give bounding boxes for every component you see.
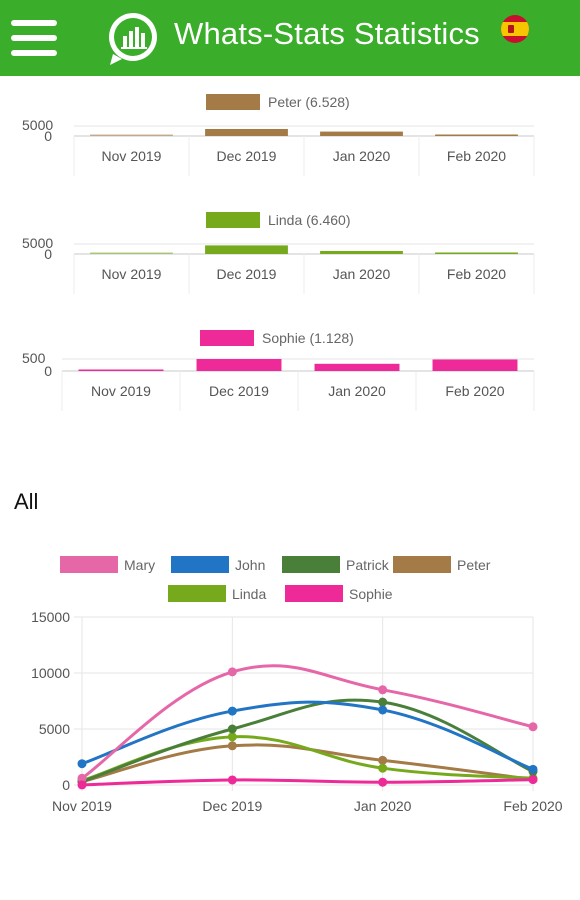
- bar-linda-feb-2020: [435, 252, 518, 254]
- point-sophie-nov-2019[interactable]: [77, 780, 87, 790]
- x-tick-label: Jan 2020: [333, 266, 391, 282]
- x-tick-label: Dec 2019: [217, 148, 277, 164]
- y-tick-label: 5000: [39, 721, 70, 737]
- legend-label-patrick[interactable]: Patrick: [346, 557, 390, 573]
- x-tick-label: Nov 2019: [91, 383, 151, 399]
- x-tick-label: Dec 2019: [202, 798, 262, 814]
- peter-legend-label: Peter (6.528): [268, 94, 350, 110]
- legend-swatch-sophie[interactable]: [285, 585, 343, 602]
- linda-legend-label: Linda (6.460): [268, 212, 351, 228]
- whatsapp-chart-logo-icon: [109, 13, 157, 65]
- legend-label-john[interactable]: John: [235, 557, 265, 573]
- point-patrick-jan-2020[interactable]: [378, 697, 388, 707]
- y-tick-label: 500: [22, 350, 46, 366]
- series-line-linda: [81, 735, 534, 782]
- legend-swatch-linda[interactable]: [168, 585, 226, 602]
- bar-linda-jan-2020: [320, 251, 403, 254]
- x-tick-label: Feb 2020: [447, 266, 506, 282]
- legend-label-sophie[interactable]: Sophie: [349, 586, 393, 602]
- app-bar: Whats-Stats Statistics: [0, 0, 580, 76]
- x-tick-label: Dec 2019: [209, 383, 269, 399]
- sophie-legend-label: Sophie (1.128): [262, 330, 354, 346]
- bar-peter-jan-2020: [320, 131, 403, 136]
- point-john-jan-2020[interactable]: [378, 705, 388, 715]
- series-line-john: [81, 700, 534, 771]
- y-tick-label: 0: [44, 363, 52, 379]
- x-tick-label: Nov 2019: [102, 266, 162, 282]
- point-mary-dec-2019[interactable]: [227, 667, 237, 677]
- point-mary-jan-2020[interactable]: [378, 685, 388, 695]
- point-john-dec-2019[interactable]: [227, 706, 237, 716]
- legend-label-linda[interactable]: Linda: [232, 586, 266, 602]
- sophie-bar-chart: Sophie (1.128) 5000 Nov 2019 Dec 2019 Jan 20…: [22, 330, 535, 411]
- y-tick-label: 5000: [22, 235, 53, 251]
- bar-linda-dec-2019: [205, 245, 288, 254]
- series-line-sophie: [81, 778, 534, 787]
- app-title: Whats-Stats Statistics: [174, 16, 480, 51]
- bar-sophie-nov-2019: [78, 369, 164, 371]
- bar-peter-feb-2020: [435, 134, 518, 136]
- menu-button[interactable]: [11, 20, 57, 56]
- legend-label-mary[interactable]: Mary: [124, 557, 155, 573]
- y-tick-label: 15000: [31, 609, 70, 625]
- y-tick-label: 0: [44, 128, 52, 144]
- spain-flag-icon[interactable]: [500, 14, 530, 44]
- x-tick-label: Feb 2020: [447, 148, 506, 164]
- legend-swatch-peter[interactable]: [393, 556, 451, 573]
- series-line-patrick: [81, 698, 534, 784]
- legend-swatch-mary[interactable]: [60, 556, 118, 573]
- peter-legend-swatch: [206, 94, 260, 110]
- point-sophie-dec-2019[interactable]: [227, 775, 237, 785]
- point-sophie-jan-2020[interactable]: [378, 777, 388, 787]
- point-peter-dec-2019[interactable]: [227, 741, 237, 751]
- legend-swatch-john[interactable]: [171, 556, 229, 573]
- point-mary-feb-2020[interactable]: [528, 722, 538, 732]
- point-john-nov-2019[interactable]: [77, 759, 87, 769]
- x-tick-label: Dec 2019: [217, 266, 277, 282]
- y-tick-label: 10000: [31, 665, 70, 681]
- hamburger-line: [11, 50, 57, 56]
- x-tick-label: Feb 2020: [445, 383, 504, 399]
- legend-swatch-patrick[interactable]: [282, 556, 340, 573]
- sophie-legend-swatch: [200, 330, 254, 346]
- point-mary-nov-2019[interactable]: [77, 773, 87, 783]
- legend-label-peter[interactable]: Peter: [457, 557, 491, 573]
- point-linda-jan-2020[interactable]: [378, 763, 388, 773]
- bar-sophie-dec-2019: [196, 359, 282, 371]
- x-tick-label: Jan 2020: [354, 798, 412, 814]
- hamburger-line: [11, 35, 57, 41]
- bar-sophie-jan-2020: [314, 363, 400, 371]
- point-linda-dec-2019[interactable]: [227, 732, 237, 742]
- hamburger-menu-icon: [11, 20, 57, 26]
- point-john-feb-2020[interactable]: [528, 764, 538, 774]
- point-patrick-dec-2019[interactable]: [227, 724, 237, 734]
- x-tick-label: Jan 2020: [333, 148, 391, 164]
- x-tick-label: Nov 2019: [102, 148, 162, 164]
- linda-legend-swatch: [206, 212, 260, 228]
- x-tick-label: Nov 2019: [52, 798, 112, 814]
- y-tick-label: 0: [62, 777, 70, 793]
- point-peter-jan-2020[interactable]: [378, 755, 388, 765]
- section-title-all: All: [14, 489, 39, 514]
- x-tick-label: Jan 2020: [328, 383, 386, 399]
- bar-peter-nov-2019: [90, 134, 173, 136]
- point-sophie-feb-2020[interactable]: [528, 775, 538, 785]
- bar-sophie-feb-2020: [432, 359, 518, 371]
- all-users-line-chart: Mary John Patrick Peter Linda Sophie 15000 1000…: [31, 556, 563, 814]
- bar-linda-nov-2019: [90, 252, 173, 254]
- y-tick-label: 0: [44, 246, 52, 262]
- series-line-mary: [81, 664, 534, 780]
- bar-peter-dec-2019: [205, 129, 288, 136]
- x-tick-label: Feb 2020: [503, 798, 562, 814]
- y-tick-label: 5000: [22, 117, 53, 133]
